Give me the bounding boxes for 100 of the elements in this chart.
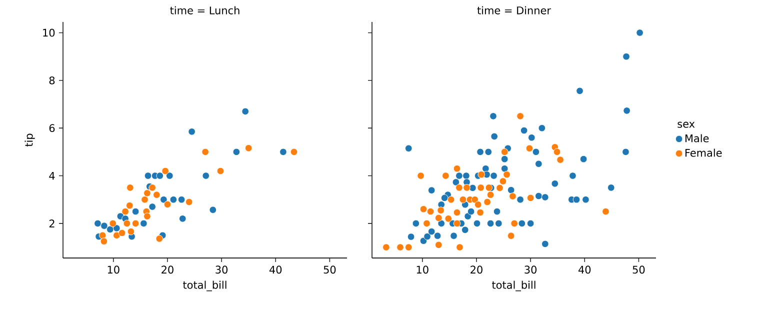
- point: [426, 208, 434, 216]
- point: [553, 148, 561, 156]
- point: [118, 229, 126, 237]
- point: [434, 241, 442, 249]
- point: [500, 148, 508, 156]
- point: [144, 212, 151, 220]
- point: [442, 172, 450, 180]
- point: [232, 148, 240, 156]
- point: [244, 144, 252, 152]
- point: [396, 244, 404, 251]
- point: [123, 220, 131, 228]
- point: [106, 226, 114, 234]
- point: [437, 206, 444, 214]
- legend-title: sex: [678, 122, 695, 128]
- point: [132, 208, 140, 216]
- point: [160, 196, 168, 204]
- point: [100, 222, 108, 230]
- x-tick-label: 40: [269, 266, 282, 274]
- point: [156, 235, 164, 242]
- point: [148, 184, 156, 192]
- point: [459, 196, 467, 204]
- x-tick-label: 20: [470, 266, 482, 274]
- point: [94, 220, 102, 228]
- point: [447, 196, 455, 204]
- point: [242, 108, 249, 116]
- point: [423, 220, 430, 228]
- point: [112, 232, 120, 240]
- point: [474, 200, 482, 208]
- point: [471, 196, 479, 204]
- y-tick-label: 6: [49, 124, 55, 132]
- legend-label: Female: [685, 148, 722, 157]
- point: [112, 224, 120, 232]
- point: [141, 196, 148, 204]
- point: [496, 184, 504, 192]
- x-tick-label: 40: [578, 266, 591, 274]
- x-tick-label: 50: [324, 266, 336, 274]
- point: [185, 198, 193, 206]
- point: [556, 156, 564, 164]
- chart-title: time = Dinner: [477, 6, 552, 14]
- point: [444, 215, 452, 222]
- point: [132, 220, 140, 228]
- legend-label: Male: [685, 134, 709, 142]
- point: [162, 167, 169, 175]
- point: [404, 244, 412, 251]
- point: [202, 172, 210, 180]
- point: [484, 198, 491, 206]
- point: [507, 232, 515, 240]
- point: [202, 148, 209, 156]
- y-tick-label: 10: [43, 28, 55, 37]
- chart-title: time = Lunch: [170, 6, 240, 14]
- point: [503, 170, 510, 178]
- point: [477, 184, 484, 192]
- point: [526, 144, 534, 152]
- point: [100, 238, 108, 245]
- point: [148, 203, 156, 210]
- y-tick-label: 4: [49, 172, 55, 180]
- point: [434, 214, 442, 222]
- point: [509, 192, 516, 200]
- point: [164, 200, 172, 208]
- point: [417, 172, 424, 180]
- x-tick-label: 50: [632, 266, 645, 274]
- point: [188, 128, 196, 136]
- point: [453, 164, 461, 172]
- point: [602, 208, 610, 216]
- point: [382, 244, 390, 251]
- point: [144, 172, 152, 180]
- point: [127, 228, 135, 236]
- x-tick-label: 10: [416, 266, 428, 274]
- x-tick-label: 30: [216, 266, 228, 274]
- point: [476, 208, 484, 216]
- y-axis-title: tip: [24, 134, 35, 147]
- x-tick-label: 20: [162, 266, 174, 274]
- point: [280, 148, 287, 156]
- point: [516, 112, 524, 120]
- x-axis-title: total_bill: [183, 280, 226, 292]
- point: [510, 220, 518, 228]
- point: [170, 196, 178, 204]
- point: [140, 220, 148, 228]
- y-tick-label: 2: [49, 220, 54, 228]
- point: [156, 172, 164, 180]
- point: [486, 191, 494, 198]
- point: [478, 170, 485, 178]
- point: [109, 220, 117, 228]
- point: [290, 148, 298, 156]
- point: [126, 202, 134, 210]
- point: [463, 184, 470, 192]
- x-tick-label: 10: [108, 266, 120, 274]
- point: [126, 184, 134, 192]
- point: [453, 208, 461, 216]
- point: [499, 178, 507, 185]
- x-axis-title: total_bill: [492, 280, 536, 292]
- point: [456, 244, 464, 251]
- point: [456, 184, 463, 192]
- point: [166, 172, 174, 180]
- point: [420, 205, 428, 213]
- y-tick-label: 8: [49, 76, 55, 84]
- point: [209, 206, 217, 214]
- point: [216, 167, 224, 175]
- point: [178, 215, 186, 222]
- point: [153, 191, 160, 198]
